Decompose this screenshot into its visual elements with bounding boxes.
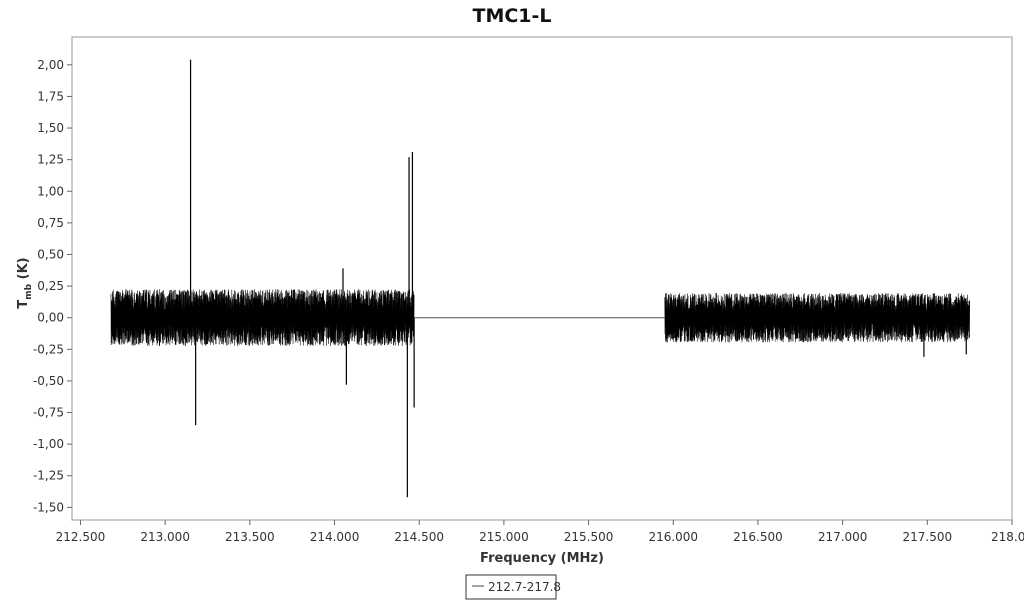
x-tick-label: 214.000 (310, 530, 360, 544)
y-tick-label: -1,50 (33, 500, 64, 514)
x-tick-label: 215.500 (564, 530, 614, 544)
y-tick-label: 1,50 (37, 121, 64, 135)
legend-box (465, 574, 557, 600)
spectrum-noise-band (664, 293, 970, 343)
x-tick-label: 216.500 (733, 530, 783, 544)
spectrum-noise-band (110, 289, 415, 347)
series-layer (110, 59, 970, 498)
y-tick-label: 1,75 (37, 89, 64, 103)
y-axis-label-unit: (K) (16, 257, 31, 283)
plot-frame (71, 36, 1013, 521)
y-axis-label: Tmb (K) (16, 257, 34, 308)
y-tick-label: -1,25 (33, 469, 64, 483)
x-tick-label: 217.000 (818, 530, 868, 544)
y-tick-label: 1,00 (37, 184, 64, 198)
y-tick-label: 2,00 (37, 58, 64, 72)
y-tick-label: -0,50 (33, 374, 64, 388)
x-tick-label: 217.500 (903, 530, 953, 544)
x-tick-label: 216.000 (648, 530, 698, 544)
x-axis: 212.500 213.000 213.500 214.000 214.500 215.0… (56, 520, 1024, 544)
y-tick-label: -0,75 (33, 406, 64, 420)
y-axis: 2,00 1,75 1,50 1,25 1,00 0,75 0,50 0,25 0,00 -0,2… (33, 58, 72, 514)
x-tick-label: 218.00 (991, 530, 1024, 544)
x-axis-label: Frequency (MHz) (480, 551, 604, 566)
x-tick-label: 215.000 (479, 530, 529, 544)
y-tick-label: 1,25 (37, 153, 64, 167)
x-tick-label: 213.500 (225, 530, 275, 544)
y-tick-label: 0,50 (37, 247, 64, 261)
x-tick-label: 212.500 (56, 530, 106, 544)
y-tick-label: 0,00 (37, 311, 64, 325)
y-tick-label: -1,00 (33, 437, 64, 451)
y-tick-label: 0,25 (37, 279, 64, 293)
y-tick-label: -0,25 (33, 342, 64, 356)
x-tick-label: 213.000 (140, 530, 190, 544)
y-tick-label: 0,75 (37, 216, 64, 230)
legend-entry-label: 212.7-217.8 (488, 580, 561, 594)
legend[interactable]: 212.7-217.8 (465, 574, 561, 600)
y-axis-label-main: T (16, 300, 31, 309)
y-axis-label-sub: mb (24, 283, 34, 299)
x-tick-label: 214.500 (394, 530, 444, 544)
chart-title: TMC1-L (472, 5, 551, 27)
